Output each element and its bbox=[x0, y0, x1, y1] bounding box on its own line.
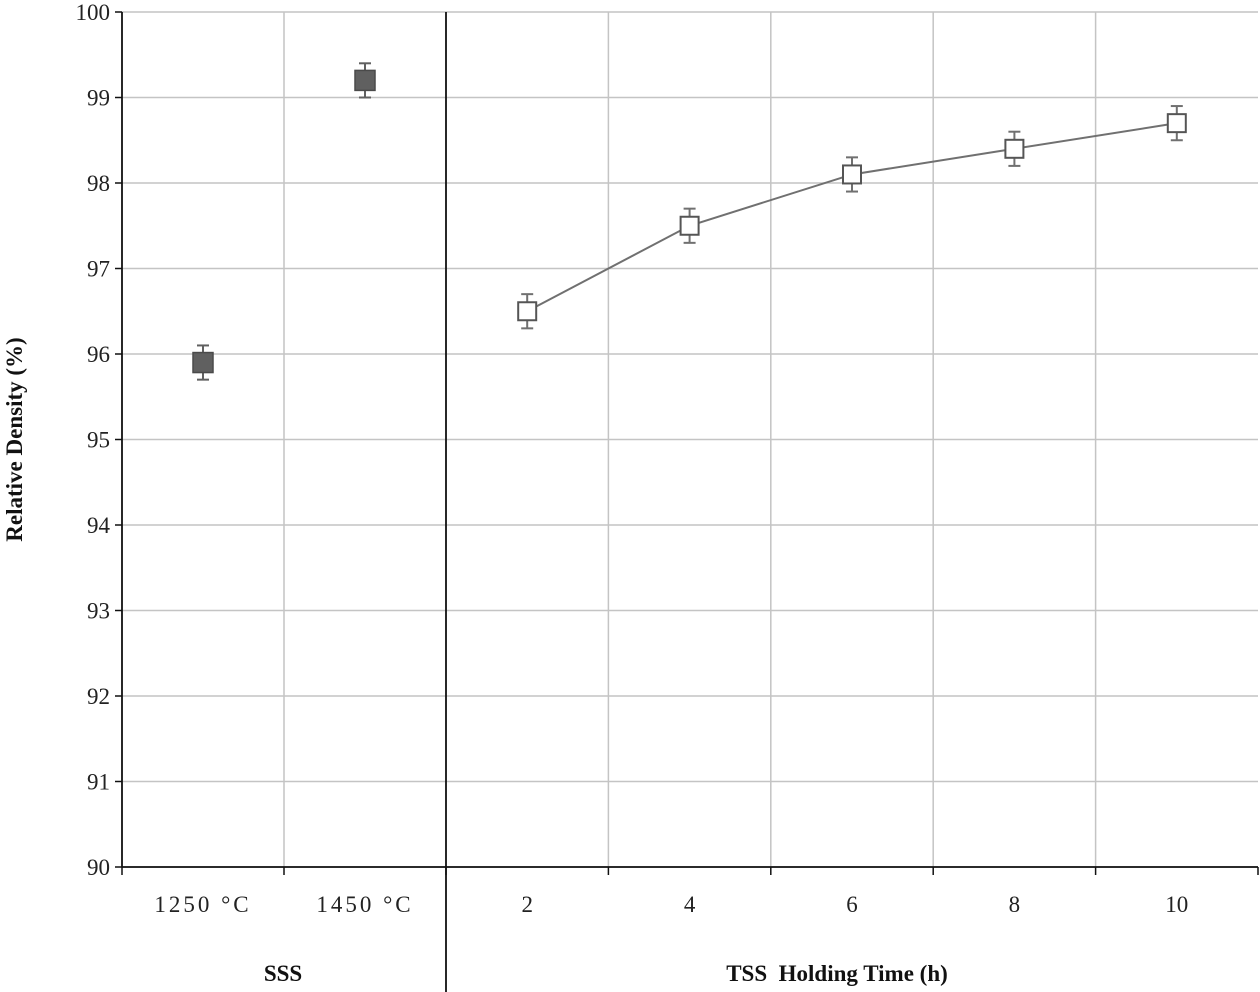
y-tick-label: 91 bbox=[87, 770, 110, 795]
sss-group-label: SSS bbox=[264, 961, 302, 986]
y-tick-label: 95 bbox=[87, 428, 110, 453]
x-tick-label: 1250 °C bbox=[154, 892, 251, 917]
tss-group-label: TSS Holding Time (h) bbox=[726, 961, 948, 986]
grid-lines bbox=[122, 11, 1258, 868]
tss-data-point bbox=[679, 215, 700, 236]
y-tick-label: 92 bbox=[87, 684, 110, 709]
y-tick-label: 96 bbox=[87, 342, 110, 367]
axes bbox=[115, 11, 1259, 992]
tss-data-point bbox=[1004, 138, 1025, 159]
x-tick-label: 6 bbox=[846, 892, 858, 917]
y-tick-label: 93 bbox=[87, 599, 110, 624]
tss-data-point bbox=[842, 164, 862, 185]
y-tick-label: 100 bbox=[76, 0, 111, 25]
x-tick-label: 1450 °C bbox=[316, 892, 413, 917]
sss-data-point bbox=[192, 351, 214, 374]
y-axis-title: Relative Density (%) bbox=[2, 337, 27, 541]
sss-data-point bbox=[354, 69, 376, 92]
tss-data-point bbox=[1166, 113, 1187, 134]
y-tick-label: 99 bbox=[87, 86, 110, 111]
x-tick-label: 10 bbox=[1165, 892, 1188, 917]
y-tick-label: 90 bbox=[87, 855, 110, 880]
x-tick-label: 8 bbox=[1009, 892, 1021, 917]
y-tick-label: 97 bbox=[87, 257, 110, 282]
x-tick-label: 4 bbox=[684, 892, 696, 917]
tick-labels: 90 91 92 93 94 95 96 97 98 99 100 1250 °C 1450 °C 2 4 6… bbox=[76, 0, 1189, 917]
tss-series-line bbox=[526, 122, 1177, 313]
tss-data-point bbox=[517, 301, 538, 322]
y-tick-label: 94 bbox=[87, 513, 111, 538]
y-tick-label: 98 bbox=[87, 171, 110, 196]
data-marks bbox=[192, 62, 1187, 381]
x-tick-label: 2 bbox=[521, 892, 533, 917]
